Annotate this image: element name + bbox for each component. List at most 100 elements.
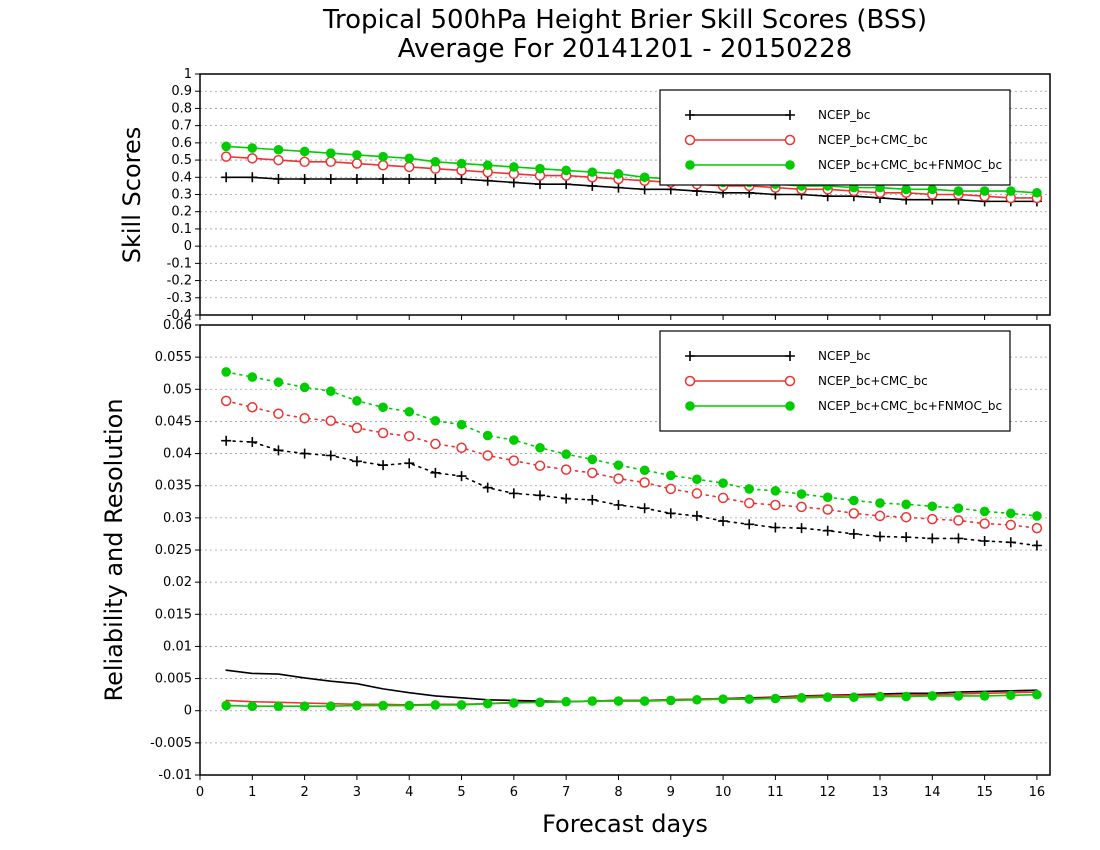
data-point — [613, 696, 624, 706]
legend: NCEP_bc NCEP_bc+CMC_bc NCEP_bc+CMC_bc+FNMO… — [659, 89, 1011, 186]
data-point — [299, 701, 310, 712]
data-point — [1005, 537, 1016, 548]
data-point — [456, 419, 467, 430]
data-point — [535, 163, 545, 174]
x-axis-label: Forecast days — [542, 810, 708, 838]
data-point — [404, 174, 415, 185]
legend-marker — [785, 401, 795, 411]
data-point — [1005, 508, 1016, 519]
data-point — [535, 179, 545, 190]
y-tick-label: 0.02 — [163, 575, 192, 590]
data-point — [403, 430, 415, 442]
y-tick-label: 0.025 — [155, 543, 192, 558]
data-point — [430, 156, 441, 167]
data-point — [378, 151, 388, 162]
legend-label: NCEP_bc+CMC_bc — [818, 133, 928, 147]
data-point — [351, 456, 362, 467]
y-tick-label: -0.1 — [167, 256, 192, 271]
legend-marker — [785, 160, 795, 170]
data-point — [1005, 519, 1017, 531]
data-point — [352, 396, 362, 406]
data-point — [299, 174, 310, 185]
data-point — [822, 492, 833, 503]
data-point — [587, 696, 598, 706]
data-point — [744, 484, 755, 494]
series-ncep-bc-cmc-bc-4 — [225, 691, 1038, 706]
data-point — [718, 478, 728, 488]
x-tick-label: 4 — [405, 785, 413, 800]
data-point — [613, 500, 624, 510]
data-point — [639, 465, 650, 476]
y-tick-label: 0.9 — [171, 84, 192, 99]
data-point — [221, 435, 232, 446]
data-point — [1032, 187, 1042, 198]
data-point — [717, 492, 729, 504]
data-point — [744, 694, 755, 704]
data-point — [639, 184, 650, 195]
data-point — [849, 495, 859, 506]
data-point — [1005, 186, 1016, 196]
data-point — [273, 377, 284, 388]
data-point — [613, 460, 624, 470]
data-point — [403, 161, 415, 173]
data-point — [482, 698, 493, 709]
data-point — [352, 150, 362, 160]
data-point — [508, 488, 519, 499]
data-point — [325, 701, 336, 712]
data-point — [796, 523, 807, 534]
x-tick-label: 0 — [196, 785, 204, 800]
data-point — [325, 148, 336, 158]
skill-scores-panel: -0.4 -0.3 -0.2 -0.1 0 0.1 0.2 0.3 0.4 0.5 0.6 0.7 0.… — [118, 67, 1051, 323]
data-point — [299, 448, 310, 459]
data-point — [221, 172, 232, 183]
data-point — [508, 455, 520, 466]
data-point — [220, 395, 232, 407]
data-point — [220, 151, 232, 162]
y-tick-label: 0.2 — [171, 205, 192, 220]
data-point — [377, 159, 389, 171]
data-point — [378, 402, 388, 413]
data-point — [875, 531, 885, 542]
data-point — [665, 483, 677, 495]
data-point — [587, 467, 598, 479]
data-point — [299, 146, 310, 157]
x-tick-label: 16 — [1029, 785, 1046, 800]
data-point — [927, 501, 938, 512]
data-point — [953, 515, 964, 526]
series-ncep-bc-cmc-bc-fnmoc-bc-2 — [221, 367, 1042, 521]
data-point — [927, 533, 938, 544]
data-point — [770, 693, 781, 704]
data-point — [351, 158, 363, 169]
data-point — [744, 519, 755, 530]
data-point — [325, 156, 337, 168]
series-ncep-bc-0 — [221, 435, 1042, 551]
data-point — [299, 412, 310, 424]
legend-label: NCEP_bc — [818, 349, 870, 363]
legend-marker — [784, 375, 796, 387]
data-point — [299, 382, 310, 393]
x-tick-label: 1 — [248, 785, 256, 800]
data-point — [692, 474, 702, 485]
data-point — [273, 445, 284, 456]
y-tick-label: 0.3 — [171, 188, 192, 203]
data-point — [273, 408, 284, 419]
data-point — [377, 427, 389, 439]
data-point — [796, 489, 807, 499]
data-point — [325, 386, 336, 397]
data-point — [560, 464, 572, 475]
data-point — [247, 701, 258, 712]
data-point — [509, 162, 519, 172]
data-point — [953, 691, 964, 701]
legend-marker — [785, 110, 795, 120]
y-tick-label: 0.7 — [171, 119, 192, 134]
data-point — [979, 691, 990, 701]
x-tick-label: 11 — [767, 785, 784, 800]
x-tick-label: 13 — [872, 785, 889, 800]
data-point — [325, 415, 337, 427]
y-axis-label: Skill Scores — [118, 127, 146, 264]
data-point — [822, 504, 833, 515]
data-point — [901, 184, 911, 195]
data-point — [1031, 522, 1043, 534]
legend-box — [659, 89, 1011, 186]
data-point — [378, 174, 389, 185]
